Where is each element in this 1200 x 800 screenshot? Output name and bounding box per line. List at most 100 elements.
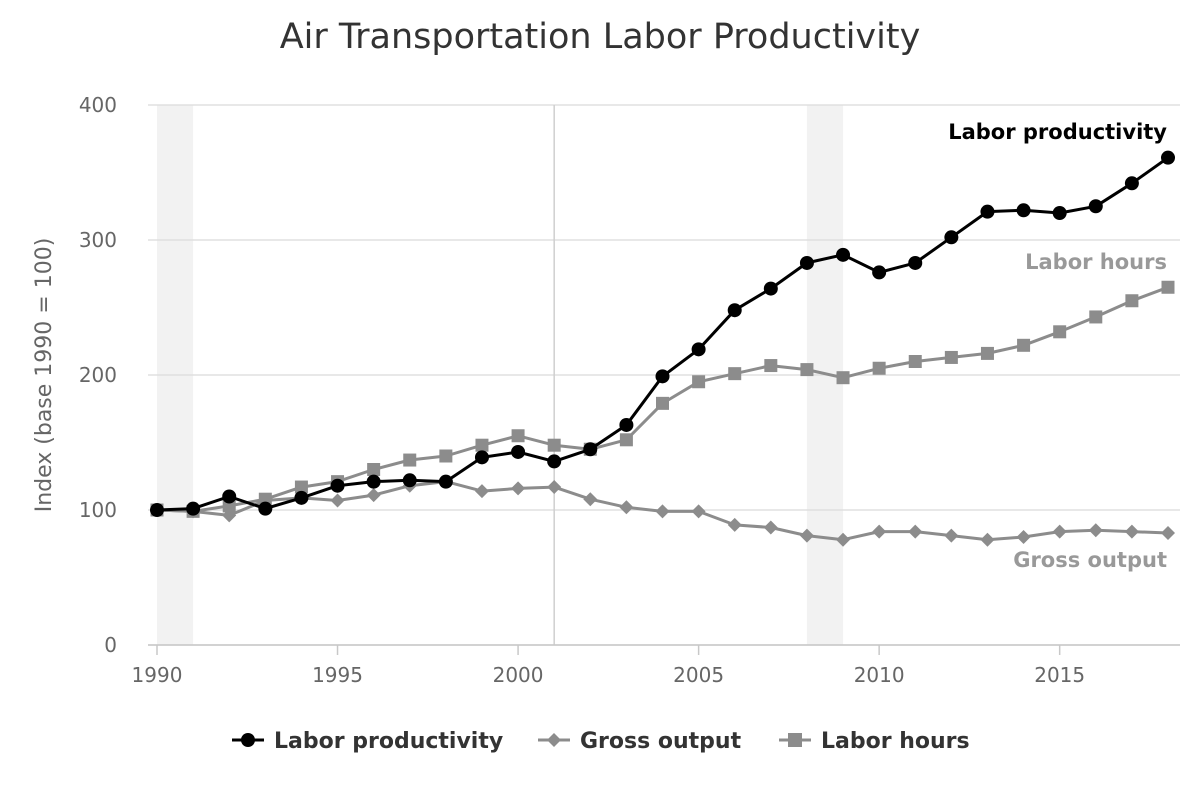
data-point — [872, 265, 887, 280]
data-point — [1124, 176, 1139, 191]
data-point — [511, 481, 526, 496]
y-tick-label: 300 — [79, 228, 117, 252]
x-tick-label: 2015 — [1034, 663, 1085, 687]
y-tick-label: 200 — [79, 363, 117, 387]
data-point — [655, 504, 670, 519]
data-point — [980, 204, 995, 219]
legend-item[interactable]: Gross output — [538, 729, 742, 754]
series-labor-hours — [150, 280, 1175, 518]
data-point — [800, 363, 814, 377]
data-point — [944, 230, 959, 245]
data-point — [1016, 203, 1031, 218]
data-point — [944, 528, 959, 543]
data-point — [475, 438, 489, 452]
data-point — [872, 524, 887, 539]
data-point — [619, 500, 634, 515]
data-point — [1161, 525, 1175, 540]
data-point — [258, 501, 273, 516]
data-point — [1089, 310, 1103, 324]
series-end-label: Labor productivity — [948, 120, 1167, 144]
data-point — [1053, 325, 1067, 339]
x-tick-label: 2005 — [673, 663, 724, 687]
data-point — [402, 473, 417, 488]
data-point — [944, 350, 958, 364]
data-point — [222, 499, 236, 513]
data-point — [799, 528, 814, 543]
legend-label: Labor hours — [821, 729, 970, 754]
data-point — [727, 303, 742, 318]
series-labor-productivity — [150, 150, 1175, 517]
data-point — [908, 524, 923, 539]
data-point — [1161, 280, 1175, 294]
data-point — [367, 463, 381, 476]
x-tick-label: 1995 — [312, 663, 363, 687]
legend-swatch-marker — [241, 733, 255, 747]
data-point — [330, 478, 345, 493]
data-point — [872, 361, 886, 375]
data-point — [150, 503, 164, 517]
data-point — [547, 480, 562, 495]
y-axis-label: Index (base 1990 = 100) — [32, 238, 57, 513]
data-point — [908, 255, 923, 270]
data-point — [439, 449, 453, 463]
data-point — [366, 474, 381, 489]
data-point — [294, 480, 308, 494]
series-end-label: Labor hours — [1025, 250, 1167, 274]
data-point — [656, 396, 669, 410]
data-point — [692, 375, 706, 389]
data-point — [1124, 524, 1139, 539]
data-point — [186, 501, 201, 516]
data-point — [547, 438, 561, 452]
series-end-label: Gross output — [1013, 548, 1167, 572]
data-point — [1017, 338, 1031, 352]
data-point — [655, 369, 670, 384]
chart-title: Air Transportation Labor Productivity — [280, 17, 921, 57]
data-point — [836, 371, 850, 385]
data-point — [258, 492, 272, 506]
series-layer — [150, 150, 1175, 547]
data-point — [799, 255, 814, 270]
data-point — [727, 517, 742, 532]
legend-swatch-marker — [547, 733, 561, 747]
x-tick-label: 2010 — [854, 663, 905, 687]
x-tick-label: 1990 — [132, 663, 183, 687]
data-point — [366, 488, 381, 503]
data-point — [583, 492, 598, 507]
data-point — [728, 367, 742, 381]
data-point — [691, 504, 706, 519]
legend: Labor productivity Gross output Labor hour… — [232, 729, 970, 754]
legend-item[interactable]: Labor productivity — [232, 729, 503, 754]
x-tick-label: 2000 — [493, 663, 544, 687]
data-point — [1125, 294, 1139, 308]
data-point — [547, 454, 562, 469]
data-point — [619, 433, 633, 447]
series-end-labels: Labor productivity Gross output Labor hour… — [948, 120, 1167, 572]
data-point — [1052, 206, 1067, 220]
data-point — [980, 532, 995, 547]
data-point — [1052, 524, 1067, 539]
data-point — [836, 532, 851, 547]
axes: 0 100 200 300 400 1990 1995 2000 2005 2010 2015 — [79, 93, 1180, 687]
data-point — [836, 247, 851, 262]
data-point — [474, 450, 489, 465]
data-point — [1088, 199, 1103, 214]
series-line — [156, 156, 1169, 512]
data-point — [583, 442, 598, 457]
data-point — [222, 489, 237, 504]
data-point — [1088, 523, 1103, 538]
data-point — [330, 493, 345, 508]
data-point — [691, 342, 706, 357]
data-point — [1161, 150, 1175, 165]
legend-swatch-marker — [788, 733, 802, 747]
data-point — [474, 484, 489, 499]
legend-item[interactable]: Labor hours — [779, 729, 970, 754]
data-point — [908, 355, 922, 368]
data-point — [763, 520, 778, 535]
legend-label: Labor productivity — [274, 729, 503, 754]
data-point — [1016, 530, 1031, 544]
data-point — [438, 474, 453, 489]
data-point — [511, 429, 525, 443]
data-point — [511, 444, 526, 459]
